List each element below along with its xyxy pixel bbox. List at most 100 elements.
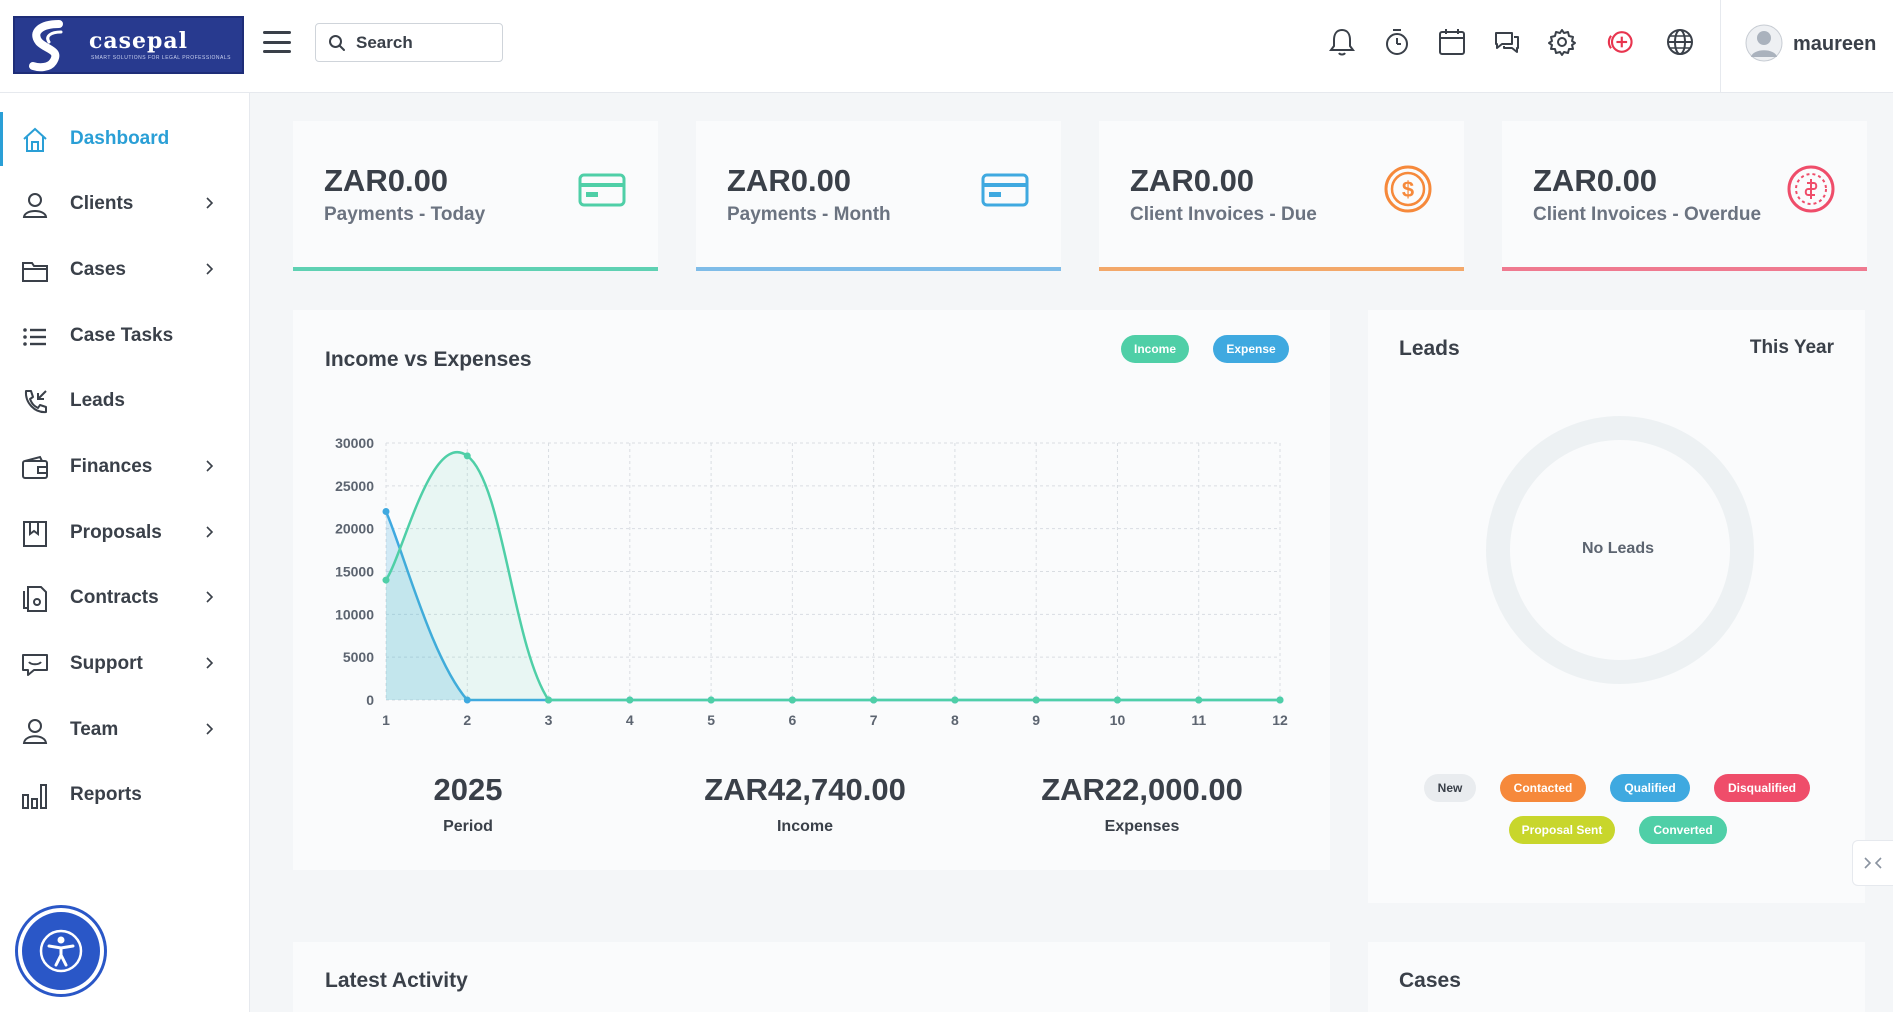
expenses-value: ZAR22,000.00 [1041,772,1243,807]
sidebar-item-contracts[interactable]: Contracts [0,571,250,625]
cases-panel: Cases [1368,942,1865,1012]
bell-icon[interactable] [1326,26,1358,58]
summary-income: ZAR42,740.00 Income [675,772,935,836]
chevron-right-icon [206,591,214,603]
folder-icon [22,262,48,282]
panel-title: Cases [1399,969,1461,992]
menu-line [263,31,291,34]
leads-period-select[interactable]: This Year [1749,337,1834,358]
menu-line [263,40,291,44]
expenses-label: Expenses [1104,818,1180,835]
home-icon [23,127,47,152]
sidebar-item-label: Reports [70,784,142,805]
leads-panel: Leads This Year [1368,310,1865,903]
sidebar-item-reports[interactable]: Reports [0,768,250,822]
top-header: casepal SMART SOLUTIONS FOR LEGAL PROFES… [0,0,1893,93]
income-expenses-panel: Income vs Expenses Income Expense 0 5000 1… [293,310,1330,870]
x-tick-label: 10 [1110,712,1126,728]
legend-expense-button[interactable]: Expense [1213,335,1289,363]
menu-toggle-button[interactable] [263,28,291,56]
sidebar-item-proposals[interactable]: Proposals [0,506,250,560]
y-tick-label: 30000 [335,435,374,451]
legend-income-button[interactable]: Income [1121,335,1189,363]
lead-status-proposal-sent[interactable]: Proposal Sent [1509,816,1615,844]
accessibility-icon [39,929,83,973]
y-tick-label: 0 [366,692,374,708]
sidebar: Dashboard Clients Cases Case Tasks Leads… [0,93,250,1012]
team-icon [22,719,48,744]
contract-icon [23,586,47,612]
data-point-income [1195,696,1203,704]
x-tick-label: 6 [788,712,796,728]
search-input[interactable] [356,32,486,53]
stat-label: Payments - Month [727,204,891,225]
sidebar-item-label: Clients [70,193,134,214]
sidebar-item-label: Dashboard [70,128,170,149]
x-tick-label: 3 [545,712,553,728]
logo-tagline: SMART SOLUTIONS FOR LEGAL PROFESSIONALS [91,55,231,61]
sidebar-item-team[interactable]: Team [0,703,250,757]
lead-status-qualified[interactable]: Qualified [1610,774,1690,802]
period-label: Period [443,818,493,835]
data-point-expense [463,696,471,704]
credit-card-icon [981,173,1029,207]
sidebar-item-leads[interactable]: Leads [0,374,250,428]
x-tick-label: 9 [1032,712,1040,728]
sidebar-item-label: Finances [70,456,153,477]
sidebar-item-label: Leads [70,390,125,411]
data-point-income [707,696,715,704]
side-panel-toggle[interactable] [1852,840,1893,886]
stat-label: Client Invoices - Due [1130,204,1317,225]
calendar-icon[interactable] [1436,26,1468,58]
avatar [1745,24,1783,62]
dollar-coin-icon: $ [1384,165,1432,213]
data-point-income [1276,696,1284,704]
user-menu[interactable]: maureen [1745,24,1876,64]
gear-icon[interactable] [1546,26,1578,58]
search-icon [329,34,345,51]
lead-status-converted[interactable]: Converted [1639,816,1727,844]
sidebar-item-finances[interactable]: Finances [0,440,250,494]
search-box [315,23,503,62]
lead-status-new[interactable]: New [1424,774,1476,802]
accessibility-button[interactable] [18,908,104,994]
y-tick-label: 10000 [335,606,374,622]
sidebar-item-label: Proposals [70,522,162,543]
summary-period: 2025 Period [338,772,598,836]
sidebar-item-label: Cases [70,259,126,280]
lead-status-contacted[interactable]: Contacted [1500,774,1586,802]
timer-icon[interactable] [1381,26,1413,58]
data-point-income [626,696,634,704]
sidebar-item-label: Contracts [70,587,159,608]
globe-icon[interactable] [1664,26,1696,58]
x-tick-label: 12 [1272,712,1288,728]
x-tick-label: 1 [382,712,390,728]
chevron-right-icon [206,460,214,472]
support-icon [22,654,48,676]
chevron-right-icon [206,197,214,209]
stat-label: Client Invoices - Overdue [1533,204,1762,225]
stat-card-payments-today: ZAR0.00 Payments - Today [293,121,658,271]
sidebar-item-support[interactable]: Support [0,637,250,691]
period-value: 2025 [433,772,503,807]
lead-status-disqualified[interactable]: Disqualified [1714,774,1810,802]
sidebar-item-cases[interactable]: Cases [0,243,250,297]
no-leads-text: No Leads [1581,540,1654,557]
data-point-income [1032,696,1040,704]
sidebar-item-case-tasks[interactable]: Case Tasks [0,309,250,363]
y-tick-label: 20000 [335,521,374,537]
x-tick-label: 8 [951,712,959,728]
add-circle-icon[interactable] [1604,26,1636,58]
chat-icon[interactable] [1491,26,1523,58]
data-point-income [545,696,553,704]
collapse-arrows-icon [1864,857,1882,869]
sidebar-item-clients[interactable]: Clients [0,177,250,231]
header-divider [1720,0,1721,93]
y-tick-label: 15000 [335,564,374,580]
bar-chart-icon [22,784,47,809]
stat-amount: ZAR0.00 [727,163,852,198]
casepal-logo[interactable]: casepal SMART SOLUTIONS FOR LEGAL PROFES… [13,16,244,74]
sidebar-item-dashboard[interactable]: Dashboard [0,112,250,166]
data-point-income [463,452,471,460]
